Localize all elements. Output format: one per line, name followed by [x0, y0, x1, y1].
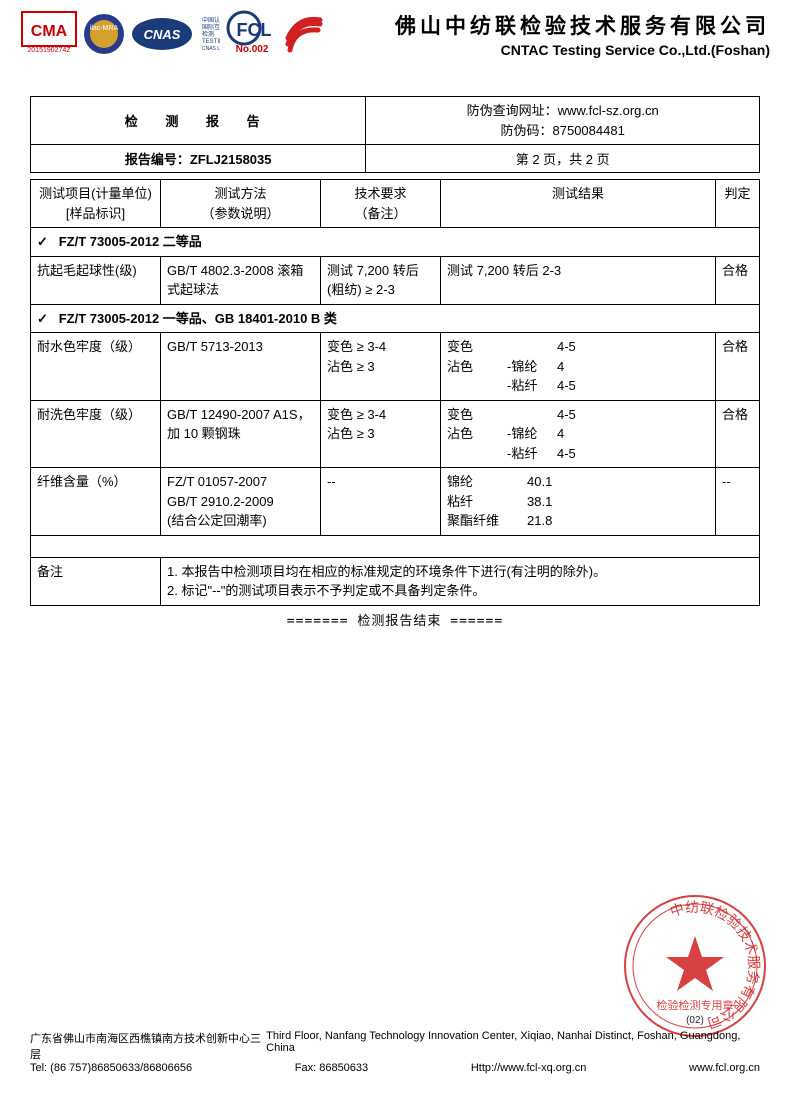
official-stamp: 中纺联检验技术服务有限公司 检验检测专用章 (02): [620, 891, 770, 1044]
svg-text:检验检测专用章: 检验检测专用章: [657, 998, 734, 1012]
cma-logo: CMA 2015190274Z: [20, 10, 78, 58]
svg-text:2015190274Z: 2015190274Z: [27, 47, 71, 54]
company-title: 佛山中纺联检验技术服务有限公司 CNTAC Testing Service Co…: [395, 10, 770, 58]
footer-http: Http://www.fcl-xq.org.cn: [471, 1062, 587, 1074]
table-row: 耐水色牢度（级） GB/T 5713-2013 变色 ≥ 3-4沾色 ≥ 3 变…: [31, 333, 760, 401]
cnas-logo: CNAS 中国认可 国际互认 检测 TESTING CNAS L1842: [130, 12, 220, 56]
section1-title: ✓ FZ/T 73005-2012 二等品: [31, 228, 760, 257]
fcl-logo: FCL No.002: [224, 10, 280, 58]
svg-text:中国认可: 中国认可: [202, 16, 220, 24]
footer-fax: Fax: 86850633: [295, 1062, 368, 1074]
main-data-table: 测试项目(计量单位)[样品标识] 测试方法（参数说明） 技术要求（备注） 测试结…: [30, 179, 760, 606]
antifake-cell: 防伪查询网址：www.fcl-sz.org.cn 防伪码：8750084481: [366, 97, 760, 145]
col-judge: 判定: [716, 180, 760, 228]
section2-title: ✓ FZ/T 73005-2012 一等品、GB 18401-2010 B 类: [31, 304, 760, 333]
ilac-logo: ilac-MRA: [82, 12, 126, 56]
end-marker: ======= 检测报告结束 ======: [30, 610, 760, 629]
table-row: 耐洗色牢度（级） GB/T 12490-2007 A1S，加 10 颗钢珠 变色…: [31, 400, 760, 468]
svg-text:TESTING: TESTING: [202, 39, 220, 45]
svg-text:国际互认: 国际互认: [202, 23, 220, 31]
col-method: 测试方法（参数说明）: [161, 180, 321, 228]
empty-row: [31, 535, 760, 557]
svg-text:(02): (02): [686, 1015, 704, 1026]
svg-text:CNAS: CNAS: [144, 27, 181, 42]
col-item: 测试项目(计量单位)[样品标识]: [31, 180, 161, 228]
page-indicator: 第 2 页，共 2 页: [366, 145, 760, 173]
footer-addr-cn: 广东省佛山市南海区西樵镇南方技术创新中心三层: [30, 1030, 266, 1062]
svg-text:FCL: FCL: [237, 20, 272, 40]
report-title: 检 测 报 告: [31, 97, 366, 145]
footer-web: www.fcl.org.cn: [689, 1062, 760, 1074]
logo-group: CMA 2015190274Z ilac-MRA CNAS 中国认可 国际互认 …: [20, 10, 324, 58]
col-req: 技术要求（备注）: [321, 180, 441, 228]
svg-text:No.002: No.002: [236, 44, 269, 55]
report-number: 报告编号：ZFLJ2158035: [31, 145, 366, 173]
svg-text:CNAS L1842: CNAS L1842: [202, 46, 220, 52]
footer-tel: Tel: (86 757)86850633/86806656: [30, 1062, 192, 1074]
page-header: CMA 2015190274Z ilac-MRA CNAS 中国认可 国际互认 …: [0, 0, 790, 66]
col-result: 测试结果: [441, 180, 716, 228]
table-row: 纤维含量（%） FZ/T 01057-2007GB/T 2910.2-2009(…: [31, 468, 760, 536]
page-footer: 广东省佛山市南海区西樵镇南方技术创新中心三层 Third Floor, Nanf…: [0, 1030, 790, 1074]
footer-addr-en: Third Floor, Nanfang Technology Innovati…: [266, 1030, 760, 1062]
report-header-table: 检 测 报 告 防伪查询网址：www.fcl-sz.org.cn 防伪码：875…: [30, 96, 760, 173]
table-row: 抗起毛起球性(级) GB/T 4802.3-2008 滚箱式起球法 测试 7,2…: [31, 256, 760, 304]
company-name-en: CNTAC Testing Service Co.,Ltd.(Foshan): [395, 42, 770, 58]
svg-text:检测: 检测: [202, 30, 214, 38]
remark-row: 备注 1. 本报告中检测项目均在相应的标准规定的环境条件下进行(有注明的除外)。…: [31, 557, 760, 605]
swirl-icon: [284, 14, 324, 54]
company-name-cn: 佛山中纺联检验技术服务有限公司: [395, 10, 770, 40]
svg-text:CMA: CMA: [31, 23, 68, 40]
svg-text:ilac-MRA: ilac-MRA: [90, 25, 119, 32]
